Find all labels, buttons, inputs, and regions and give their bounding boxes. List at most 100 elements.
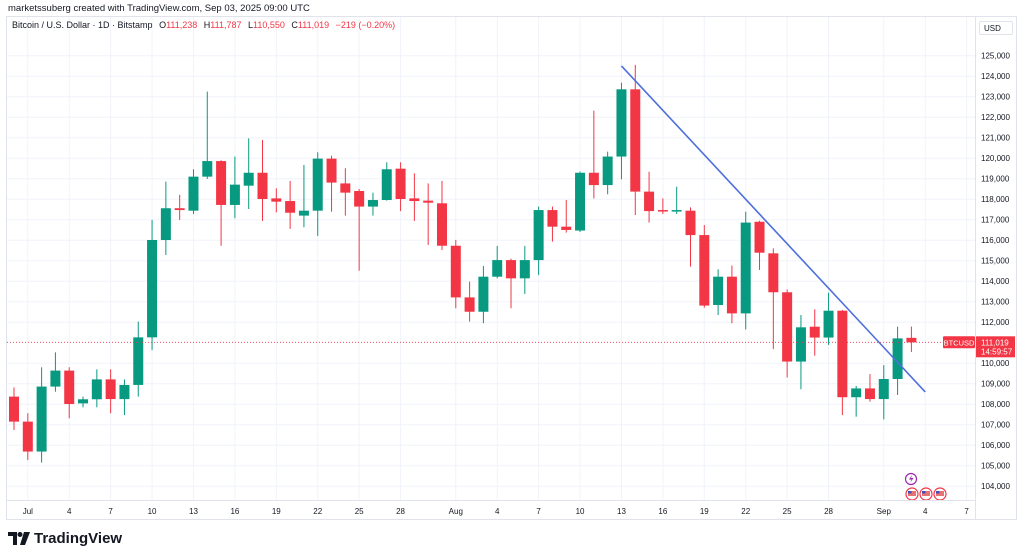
candle-down <box>588 172 599 186</box>
lightning-event-icon[interactable] <box>904 472 918 486</box>
candle-up <box>298 210 309 216</box>
candle-up <box>188 176 199 211</box>
x-tick-label: 19 <box>700 507 709 516</box>
candle-down <box>864 388 875 400</box>
y-tick-label: 119,000 <box>981 175 1010 184</box>
trendline[interactable] <box>620 65 926 393</box>
time-axis[interactable]: Jul 4 7 10 13 16 19 22 25 28 Aug 4 7 10 13 16 19 22 25 28 Se… <box>23 507 970 516</box>
y-tick-label: 109,000 <box>981 380 1010 389</box>
candle-down <box>423 200 434 203</box>
candle-down <box>754 221 765 253</box>
candle-down <box>809 326 820 338</box>
us-flag-icon[interactable] <box>933 487 947 501</box>
close-key: C <box>291 20 298 30</box>
price-axis[interactable]: 104,000 105,000 106,000 107,000 108,000 109,0… <box>981 52 1010 492</box>
x-tick-label: 10 <box>148 507 157 516</box>
x-tick-label: 7 <box>964 507 969 516</box>
y-tick-label: 122,000 <box>981 113 1010 122</box>
high-key: H <box>203 20 211 30</box>
candle-down <box>685 210 696 236</box>
x-tick-label: 7 <box>536 507 541 516</box>
y-tick-label: 105,000 <box>981 462 1010 471</box>
y-tick-label: 112,000 <box>981 318 1010 327</box>
tradingview-logo[interactable]: TradingView <box>8 530 122 547</box>
candle-down <box>436 203 447 246</box>
candle-up <box>519 260 530 279</box>
candle-up <box>381 169 392 201</box>
x-tick-label: 28 <box>396 507 405 516</box>
x-tick-label: 13 <box>189 507 198 516</box>
candle-up <box>602 156 613 186</box>
candle-up <box>740 222 751 314</box>
candle-down <box>257 172 268 199</box>
candle-down <box>464 297 475 312</box>
candle-up <box>312 158 323 211</box>
candle-up <box>367 200 378 207</box>
candle-down <box>561 226 572 230</box>
y-tick-label: 118,000 <box>981 195 1010 204</box>
current-price-label: 111,019 <box>981 338 1009 347</box>
chart-credit: marketssuberg created with TradingView.c… <box>8 3 310 14</box>
x-tick-label: 16 <box>230 507 239 516</box>
candle-down <box>340 183 351 193</box>
x-tick-label: 4 <box>67 507 72 516</box>
candle-down <box>630 89 641 192</box>
us-flag-icon[interactable] <box>905 487 919 501</box>
x-tick-label: 4 <box>495 507 500 516</box>
candle-down <box>409 198 420 202</box>
symbol-label-box <box>943 336 975 349</box>
y-tick-label: 116,000 <box>981 236 1010 245</box>
candle-down <box>726 276 737 314</box>
grid <box>7 17 975 500</box>
open-value: 111,238 <box>166 20 198 30</box>
candle-down <box>699 235 710 306</box>
ohlc-legend: Bitcoin / U.S. Dollar · 1D · Bitstamp O1… <box>12 20 395 30</box>
candles <box>9 64 917 463</box>
high-value: 111,787 <box>210 20 242 30</box>
candle-down <box>450 245 461 298</box>
y-tick-label: 104,000 <box>981 482 1010 491</box>
symbol-title[interactable]: Bitcoin / U.S. Dollar · 1D · Bitstamp <box>12 20 153 30</box>
y-tick-label: 107,000 <box>981 421 1010 430</box>
candle-down <box>9 396 19 422</box>
candle-up <box>160 208 171 240</box>
open-key: O <box>159 20 167 30</box>
time-axis-divider <box>6 500 975 501</box>
trendline-layer[interactable] <box>620 65 926 393</box>
candle-down <box>782 292 793 362</box>
y-tick-label: 121,000 <box>981 134 1010 143</box>
candle-up <box>713 276 724 305</box>
candle-down <box>506 260 517 279</box>
x-tick-label: 10 <box>576 507 585 516</box>
candle-down <box>547 210 558 227</box>
candle-up <box>147 239 158 338</box>
x-tick-label: 25 <box>783 507 792 516</box>
x-tick-label: 28 <box>824 507 833 516</box>
candle-up <box>616 89 627 157</box>
candle-down <box>657 210 668 212</box>
x-tick-label: 16 <box>658 507 667 516</box>
currency-button[interactable]: USD <box>979 21 1013 35</box>
x-tick-label: 4 <box>923 507 928 516</box>
candle-up <box>795 327 806 362</box>
tradingview-logo-icon <box>8 532 30 545</box>
candle-up <box>91 379 102 400</box>
candle-up <box>851 388 862 398</box>
us-flag-icon[interactable] <box>919 487 933 501</box>
candle-up <box>492 260 503 277</box>
candle-down <box>271 198 282 202</box>
x-tick-label: 22 <box>313 507 322 516</box>
candle-up <box>823 310 834 338</box>
candle-down <box>837 310 848 398</box>
candle-up <box>478 276 489 312</box>
candle-up <box>78 399 89 404</box>
change-value: −219 (−0.20%) <box>335 20 396 30</box>
y-tick-label: 113,000 <box>981 298 1010 307</box>
candle-up <box>243 172 254 186</box>
y-tick-label: 123,000 <box>981 93 1010 102</box>
candle-up <box>202 161 213 177</box>
event-markers[interactable] <box>904 472 947 501</box>
candle-up <box>119 384 130 400</box>
